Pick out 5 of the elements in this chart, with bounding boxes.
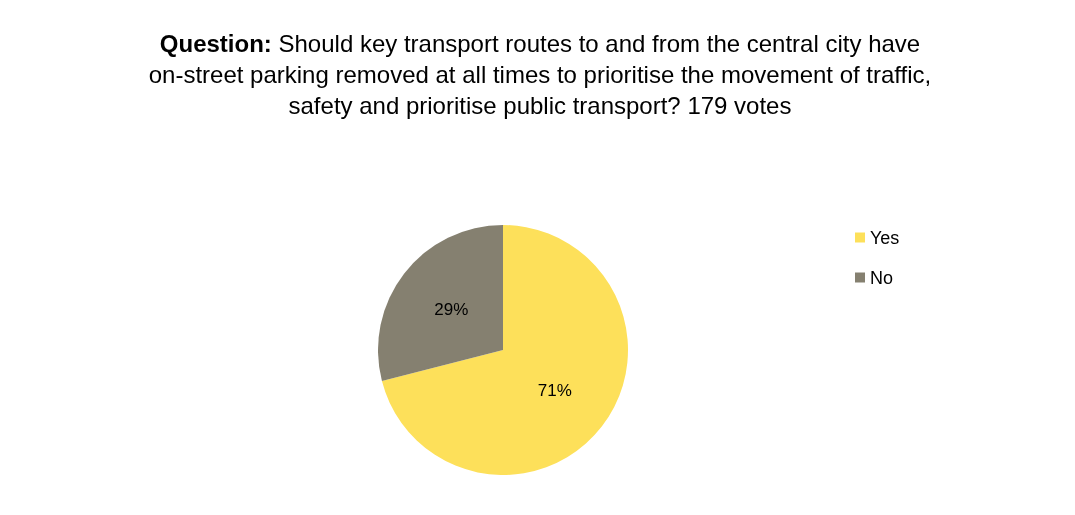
data-label: 71% bbox=[537, 380, 572, 400]
chart-title: Question: Should key transport routes to and from the central city have on-street parking removed at all times to prioritise the movement of traffic, safety and prioritise public transport? 179 votes bbox=[147, 29, 933, 121]
data-label: 29% bbox=[434, 300, 469, 320]
legend-label: Yes bbox=[870, 227, 900, 248]
legend-label: No bbox=[870, 267, 894, 288]
